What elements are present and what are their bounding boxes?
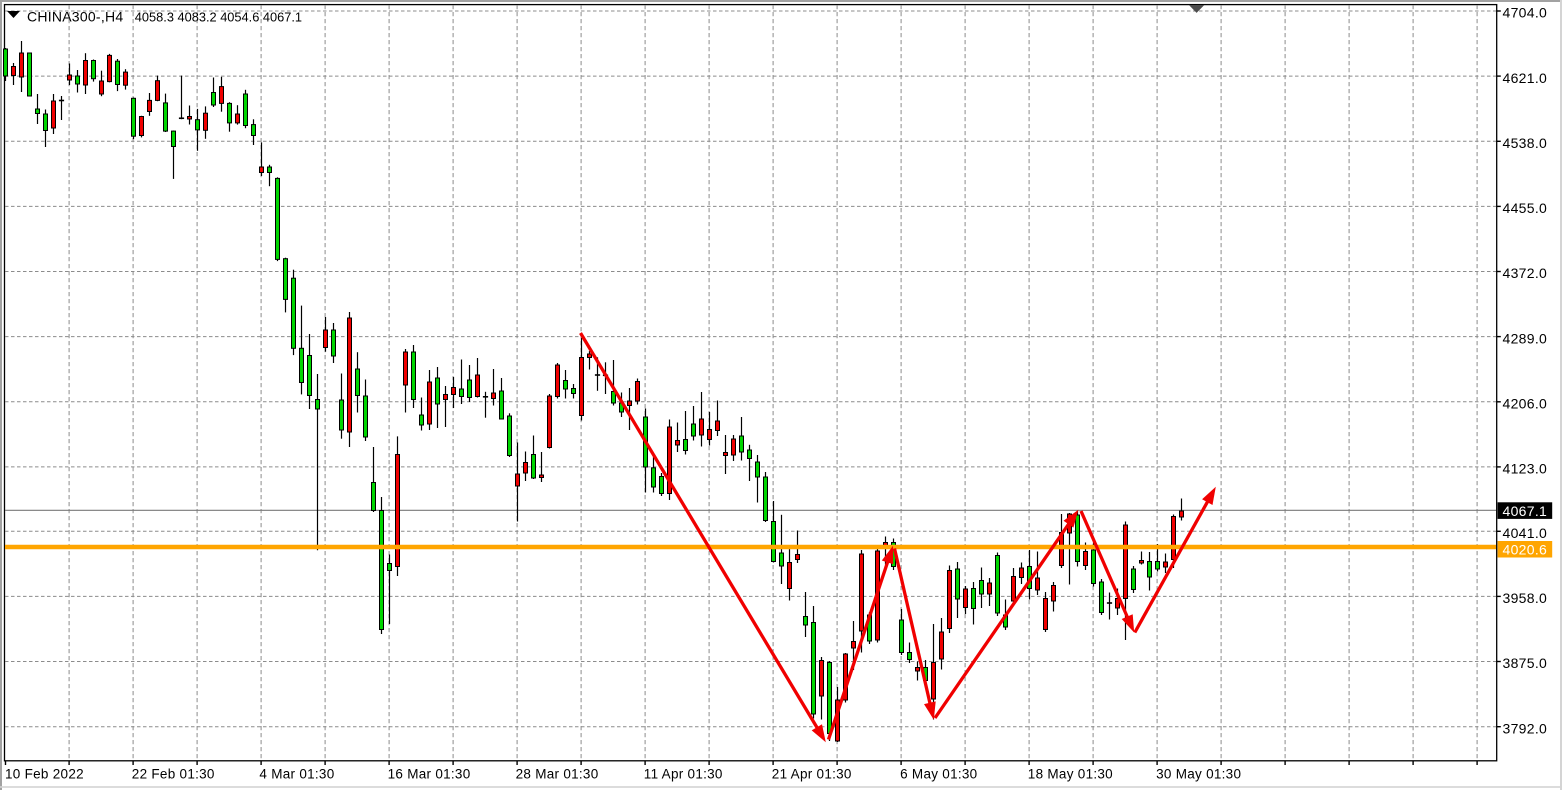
svg-text:4455.0: 4455.0: [1503, 200, 1548, 216]
svg-text:21 Apr 01:30: 21 Apr 01:30: [772, 766, 852, 781]
svg-text:4289.0: 4289.0: [1503, 330, 1548, 346]
svg-text:4206.0: 4206.0: [1503, 396, 1548, 412]
svg-text:CHINA300-,H4: CHINA300-,H4: [27, 9, 123, 25]
svg-text:28 Mar 01:30: 28 Mar 01:30: [516, 766, 599, 781]
svg-text:4621.0: 4621.0: [1503, 70, 1548, 86]
svg-text:6 May 01:30: 6 May 01:30: [900, 766, 977, 781]
svg-text:4058.3 4083.2 4054.6 4067.1: 4058.3 4083.2 4054.6 4067.1: [135, 10, 302, 25]
svg-text:16 Mar 01:30: 16 Mar 01:30: [388, 766, 471, 781]
svg-text:3875.0: 3875.0: [1503, 655, 1548, 671]
svg-text:4123.0: 4123.0: [1503, 461, 1548, 477]
svg-text:4 Mar 01:30: 4 Mar 01:30: [259, 766, 334, 781]
svg-text:4372.0: 4372.0: [1503, 265, 1548, 281]
svg-text:4704.0: 4704.0: [1503, 5, 1548, 21]
svg-text:4020.6: 4020.6: [1503, 541, 1548, 557]
svg-text:3958.0: 3958.0: [1503, 590, 1548, 606]
svg-text:10 Feb 2022: 10 Feb 2022: [5, 766, 84, 781]
svg-text:22 Feb 01:30: 22 Feb 01:30: [132, 766, 215, 781]
svg-text:18 May 01:30: 18 May 01:30: [1028, 766, 1113, 781]
svg-text:30 May 01:30: 30 May 01:30: [1156, 766, 1241, 781]
svg-text:11 Apr 01:30: 11 Apr 01:30: [644, 766, 723, 781]
svg-text:3792.0: 3792.0: [1503, 720, 1548, 736]
svg-text:4067.1: 4067.1: [1503, 503, 1548, 519]
svg-text:4538.0: 4538.0: [1503, 135, 1548, 151]
svg-text:4041.0: 4041.0: [1503, 525, 1548, 541]
